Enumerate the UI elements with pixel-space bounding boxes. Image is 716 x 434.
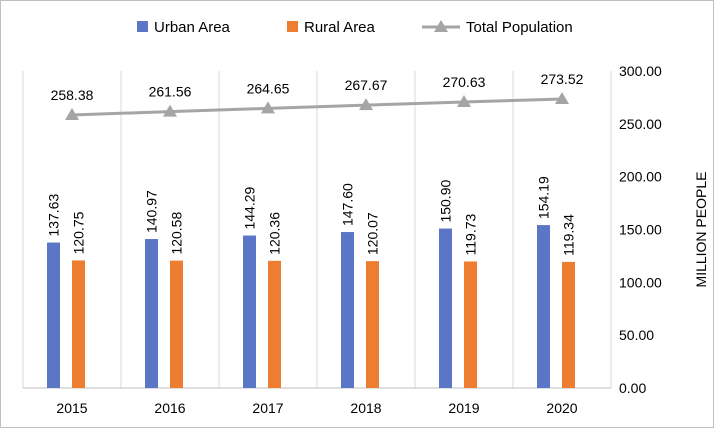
bar-rural	[464, 261, 477, 388]
line-data-label: 270.63	[443, 74, 486, 90]
bar-data-label: 137.63	[46, 194, 62, 237]
line-marker-triangle	[261, 101, 275, 114]
bar-urban	[439, 228, 452, 388]
bar-data-label: 119.34	[561, 214, 577, 256]
line-marker-triangle	[555, 91, 569, 104]
bar-rural	[268, 260, 281, 388]
bar-data-label: 120.58	[169, 212, 185, 255]
line-marker-triangle	[457, 95, 471, 108]
bar-data-label: 120.36	[267, 212, 283, 255]
line-total-population	[71, 97, 563, 117]
y-tick-label: 300.00	[619, 63, 662, 79]
x-tick-label: 2020	[546, 400, 577, 416]
bar-data-label: 120.07	[365, 212, 381, 255]
y-tick-label: 150.00	[619, 222, 662, 238]
bar-data-label: 140.97	[144, 190, 160, 233]
y-tick-label: 0.00	[619, 380, 646, 396]
bar-data-label: 119.73	[463, 213, 479, 255]
bar-data-label: 120.75	[71, 211, 87, 254]
line-data-label: 258.38	[51, 87, 94, 103]
x-tick-label: 2017	[252, 400, 283, 416]
bar-rural	[366, 261, 379, 388]
line-data-label: 264.65	[247, 80, 290, 96]
bar-rural	[170, 260, 183, 388]
bar-urban	[537, 225, 550, 388]
bar-urban	[341, 232, 354, 388]
line-marker-triangle	[65, 107, 79, 120]
bar-rural	[562, 261, 575, 388]
legend-swatch-rural	[287, 21, 298, 32]
x-tick-label: 2016	[154, 400, 185, 416]
legend-label-rural: Rural Area	[304, 19, 376, 36]
y-tick-label: 200.00	[619, 169, 662, 185]
x-tick-label: 2015	[56, 400, 87, 416]
bar-data-label: 150.90	[438, 180, 454, 223]
bar-data-label: 147.60	[340, 183, 356, 226]
bar-urban	[243, 235, 256, 388]
y-tick-label: 50.00	[619, 327, 654, 343]
line-data-label: 261.56	[149, 84, 192, 100]
y-tick-label: 250.00	[619, 116, 662, 132]
legend-marker-total	[434, 20, 448, 32]
bar-data-label: 154.19	[536, 176, 552, 219]
line-data-label: 267.67	[345, 77, 388, 93]
bar-rural	[72, 260, 85, 388]
bar-urban	[145, 239, 158, 388]
x-tick-label: 2018	[350, 400, 381, 416]
x-tick-label: 2019	[448, 400, 479, 416]
line-marker-triangle	[359, 98, 373, 111]
bar-urban	[47, 242, 60, 388]
y-tick-label: 100.00	[619, 274, 662, 290]
legend-swatch-urban	[137, 21, 148, 32]
bar-data-label: 144.29	[242, 186, 258, 229]
legend-label-total: Total Population	[466, 19, 573, 36]
line-marker-triangle	[163, 104, 177, 117]
y-axis-title: MILLION PEOPLE	[693, 172, 709, 288]
line-data-label: 273.52	[541, 71, 584, 87]
legend-label-urban: Urban Area	[154, 19, 231, 36]
